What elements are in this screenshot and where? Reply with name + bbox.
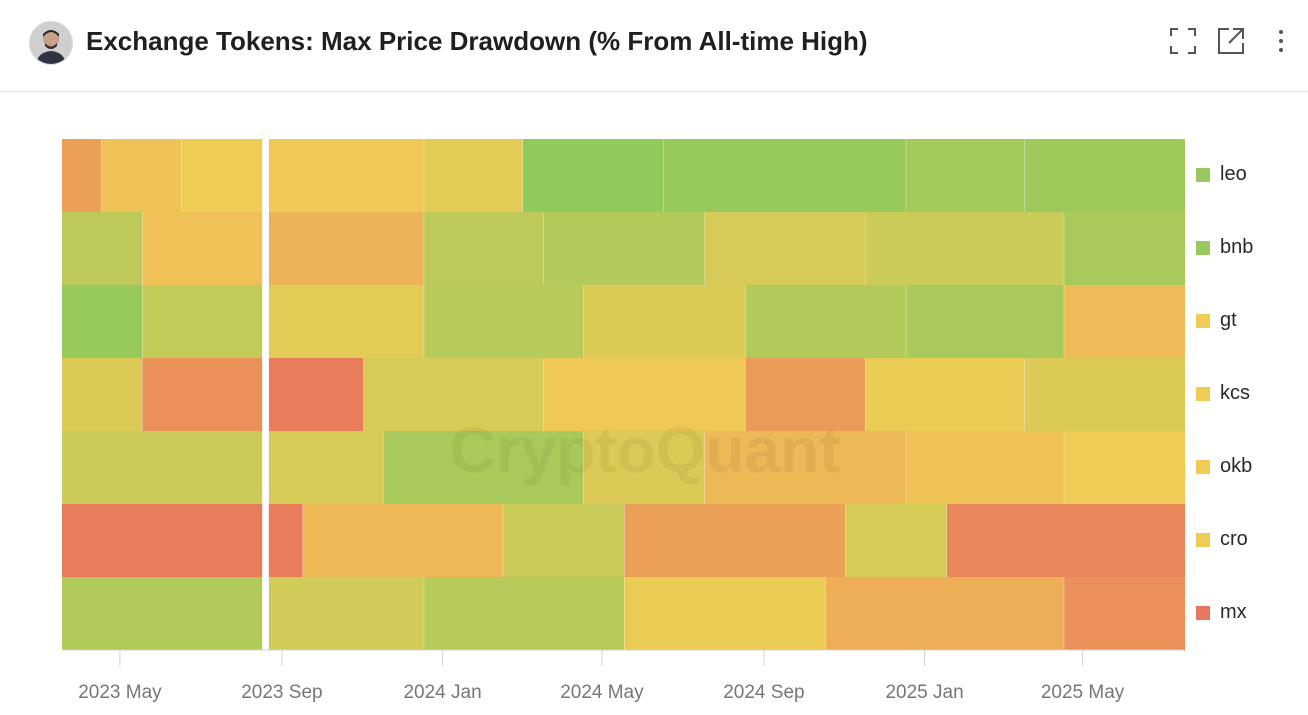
heatmap-cell-cro-5 [946, 504, 1185, 578]
x-tick-label: 2025 Jan [885, 682, 963, 703]
heatmap-cell-leo-5 [522, 139, 664, 213]
heatmap-cell-okb-0 [62, 431, 264, 505]
heatmap-cell-gt-3 [424, 285, 584, 359]
heatmap-cell-kcs-2 [268, 358, 364, 432]
data-gap-0 [262, 139, 269, 650]
open-in-new-button[interactable] [1216, 26, 1246, 56]
heatmap-cell-leo-6 [663, 139, 906, 213]
expand-icon [1170, 28, 1196, 54]
heatmap-cell-okb-1 [268, 431, 383, 505]
heatmap-cell-leo-7 [906, 139, 1025, 213]
legend-label: leo [1220, 163, 1247, 185]
heatmap-cell-bnb-6 [865, 212, 1064, 286]
heatmap-cell-bnb-7 [1064, 212, 1185, 286]
heatmap-cell-gt-6 [906, 285, 1064, 359]
legend-swatch [1196, 167, 1210, 182]
heatmap-cell-okb-4 [704, 431, 906, 505]
x-tick-label: 2024 Jan [403, 682, 481, 703]
heatmap-cell-gt-7 [1064, 285, 1185, 359]
heatmap-cell-gt-1 [142, 285, 264, 359]
x-tick-label: 2023 Sep [241, 682, 322, 703]
legend-label: bnb [1220, 236, 1254, 258]
heatmap-cell-leo-8 [1024, 139, 1185, 213]
x-axis-ticks: 2023 May 2023 Sep 2024 Jan 2024 May 2024 Sep… [78, 650, 1125, 703]
x-tick-label: 2025 May [1041, 682, 1125, 703]
heatmap-cell-mx-0 [62, 577, 264, 651]
heatmap-cell-cro-1 [302, 504, 503, 578]
heatmap-cell-gt-4 [583, 285, 746, 359]
heatmap-cell-mx-2 [424, 577, 624, 651]
more-vertical-icon [1279, 30, 1283, 52]
heatmap-cell-leo-0 [62, 139, 102, 213]
chart-header: Exchange Tokens: Max Price Drawdown (% F… [0, 0, 1308, 92]
legend-swatch [1196, 605, 1210, 620]
heatmap-cell-kcs-4 [543, 358, 746, 432]
heatmap-cell-okb-6 [1064, 431, 1185, 505]
heatmap-cell-kcs-3 [363, 358, 544, 432]
legend-label: mx [1220, 601, 1247, 623]
heatmap-cell-kcs-5 [745, 358, 865, 432]
legend-item-kcs[interactable]: kcs [1196, 382, 1250, 404]
heatmap-cell-bnb-1 [142, 212, 264, 286]
fullscreen-button[interactable] [1168, 26, 1198, 56]
heatmap-cell-okb-2 [383, 431, 584, 505]
heatmap-cell-leo-4 [424, 139, 523, 213]
heatmap-cell-mx-1 [268, 577, 424, 651]
x-tick-label: 2024 May [560, 682, 644, 703]
legend-swatch [1196, 313, 1210, 328]
legend-item-okb[interactable]: okb [1196, 455, 1253, 477]
external-link-icon [1218, 28, 1244, 54]
chart-title: Exchange Tokens: Max Price Drawdown (% F… [86, 26, 868, 56]
legend-swatch [1196, 532, 1210, 547]
legend-item-mx[interactable]: mx [1196, 601, 1247, 623]
heatmap-cell-mx-5 [1064, 577, 1185, 651]
x-tick-label: 2024 Sep [723, 682, 804, 703]
legend-item-gt[interactable]: gt [1196, 309, 1237, 331]
legend-label: okb [1220, 455, 1253, 477]
legend-label: cro [1220, 528, 1248, 550]
legend-swatch [1196, 459, 1210, 474]
heatmap-cell-kcs-6 [865, 358, 1025, 432]
heatmap-cell-cro-2 [503, 504, 624, 578]
heatmap-cell-mx-3 [624, 577, 826, 651]
heatmap-cell-leo-3 [268, 139, 424, 213]
heatmap-cell-leo-2 [181, 139, 264, 213]
heatmap-cell-leo-1 [101, 139, 182, 213]
heatmap-chart: CryptoQuant 2023 May 2023 Sep 2024 Jan 2024… [62, 139, 1185, 703]
heatmap-cell-kcs-0 [62, 358, 143, 432]
heatmap-cell-mx-4 [825, 577, 1064, 651]
heatmap-cell-okb-5 [906, 431, 1064, 505]
heatmap-cell-bnb-2 [268, 212, 424, 286]
heatmap-cell-gt-0 [62, 285, 143, 359]
heatmap-cell-kcs-1 [142, 358, 264, 432]
legend-swatch [1196, 240, 1210, 255]
heatmap-cell-bnb-4 [543, 212, 705, 286]
author-avatar[interactable] [29, 21, 73, 65]
heatmap-cell-cro-4 [845, 504, 947, 578]
x-tick-label: 2023 May [78, 682, 162, 703]
watermark: CryptoQuant [449, 414, 840, 486]
heatmap-cell-gt-5 [745, 285, 906, 359]
legend-item-leo[interactable]: leo [1196, 163, 1247, 185]
heatmap-cell-kcs-7 [1024, 358, 1185, 432]
heatmap-cell-bnb-3 [424, 212, 544, 286]
legend-item-cro[interactable]: cro [1196, 528, 1248, 550]
legend-swatch [1196, 386, 1210, 401]
user-portrait-icon [30, 22, 72, 64]
heatmap-cell-bnb-0 [62, 212, 143, 286]
heatmap-cell-cro-3 [624, 504, 846, 578]
heatmap-cell-bnb-5 [704, 212, 865, 286]
more-options-button[interactable] [1266, 26, 1296, 56]
missing-data-gaps [262, 139, 269, 650]
legend-label: kcs [1220, 382, 1250, 404]
heatmap-cell-okb-3 [583, 431, 705, 505]
heatmap-cell-gt-2 [268, 285, 424, 359]
legend-item-bnb[interactable]: bnb [1196, 236, 1254, 258]
legend-label: gt [1220, 309, 1237, 331]
heatmap-cells [62, 139, 1185, 651]
